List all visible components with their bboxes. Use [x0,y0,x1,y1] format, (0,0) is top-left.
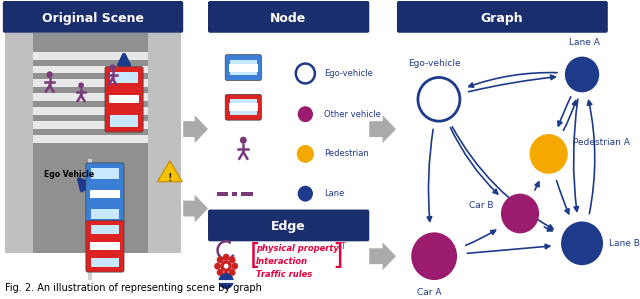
Text: ]: ] [330,242,347,270]
Bar [88,203,92,214]
Bar [232,192,237,196]
Circle shape [501,194,539,234]
Circle shape [217,269,223,276]
Polygon shape [369,242,396,270]
Text: !: ! [168,173,172,183]
Circle shape [223,271,230,279]
Bar [88,159,92,171]
Bar [91,168,119,179]
Bar [229,103,258,111]
FancyBboxPatch shape [105,67,143,132]
Circle shape [218,273,234,289]
Circle shape [529,134,568,174]
Bar [88,225,92,236]
Text: Traffic rules: Traffic rules [256,270,312,279]
Bar [241,192,253,196]
Text: Ego Vehicle: Ego Vehicle [44,170,94,179]
Text: Ego-vehicle: Ego-vehicle [408,59,460,68]
Circle shape [412,232,457,280]
Text: Graph: Graph [481,12,524,25]
Circle shape [296,64,315,83]
Bar [88,181,92,193]
Circle shape [214,263,221,270]
Bar [109,95,140,103]
Bar [33,33,148,253]
Text: Lane A: Lane A [568,38,600,47]
Polygon shape [183,115,208,143]
Bar [229,64,258,71]
Text: Interaction: Interaction [256,257,308,266]
Polygon shape [369,115,396,143]
FancyBboxPatch shape [86,163,124,225]
Bar [90,190,120,198]
Circle shape [561,222,603,265]
Circle shape [297,145,314,163]
Bar [90,242,120,250]
FancyBboxPatch shape [3,1,183,33]
Text: Other vehicle: Other vehicle [324,110,381,119]
Bar [109,115,138,127]
Circle shape [220,260,232,272]
Bar [91,208,119,219]
Bar [4,33,33,253]
Circle shape [229,256,236,263]
Text: Original Scene: Original Scene [42,12,143,25]
Circle shape [109,64,116,71]
FancyBboxPatch shape [86,220,124,272]
Bar [88,246,92,258]
Bar [230,71,257,75]
FancyBboxPatch shape [397,1,608,33]
Bar [33,52,148,60]
Bar [216,192,228,196]
Text: Car A: Car A [417,288,442,297]
Text: Ego-vehicle: Ego-vehicle [324,69,373,78]
FancyBboxPatch shape [225,94,262,120]
Polygon shape [183,195,208,222]
Bar [33,107,148,115]
Circle shape [223,254,230,261]
Text: Lane B: Lane B [609,239,639,248]
Text: [: [ [246,242,263,270]
Circle shape [240,137,247,144]
Circle shape [78,83,84,89]
Bar [91,258,119,267]
Polygon shape [157,161,182,182]
Circle shape [229,269,236,276]
Text: Car B: Car B [469,201,493,210]
Circle shape [418,77,460,121]
Text: Edge: Edge [271,220,305,233]
Bar [33,65,148,74]
Circle shape [565,57,599,92]
Circle shape [224,264,228,269]
Bar [230,60,257,64]
Bar [33,135,148,143]
Bar [109,71,138,83]
Circle shape [298,106,313,122]
Text: Fig. 2. An illustration of representing scene by graph: Fig. 2. An illustration of representing … [4,283,262,293]
Bar [230,99,257,103]
Text: Node: Node [270,12,307,25]
Text: Pedestrian A: Pedestrian A [573,138,629,147]
Circle shape [298,186,313,202]
Text: Pedestrian: Pedestrian [324,150,369,158]
Text: Lane: Lane [324,189,345,198]
Circle shape [47,71,52,78]
Bar [33,121,148,129]
Bar [33,80,148,87]
Bar [88,268,92,280]
Bar [230,111,257,115]
Text: T: T [340,242,345,251]
FancyBboxPatch shape [225,55,262,80]
Bar [91,225,119,234]
FancyBboxPatch shape [208,210,369,241]
Bar [148,33,181,253]
Text: physical property: physical property [256,244,339,253]
Bar [33,93,148,101]
Circle shape [232,263,238,270]
FancyBboxPatch shape [208,1,369,33]
Circle shape [217,256,223,263]
